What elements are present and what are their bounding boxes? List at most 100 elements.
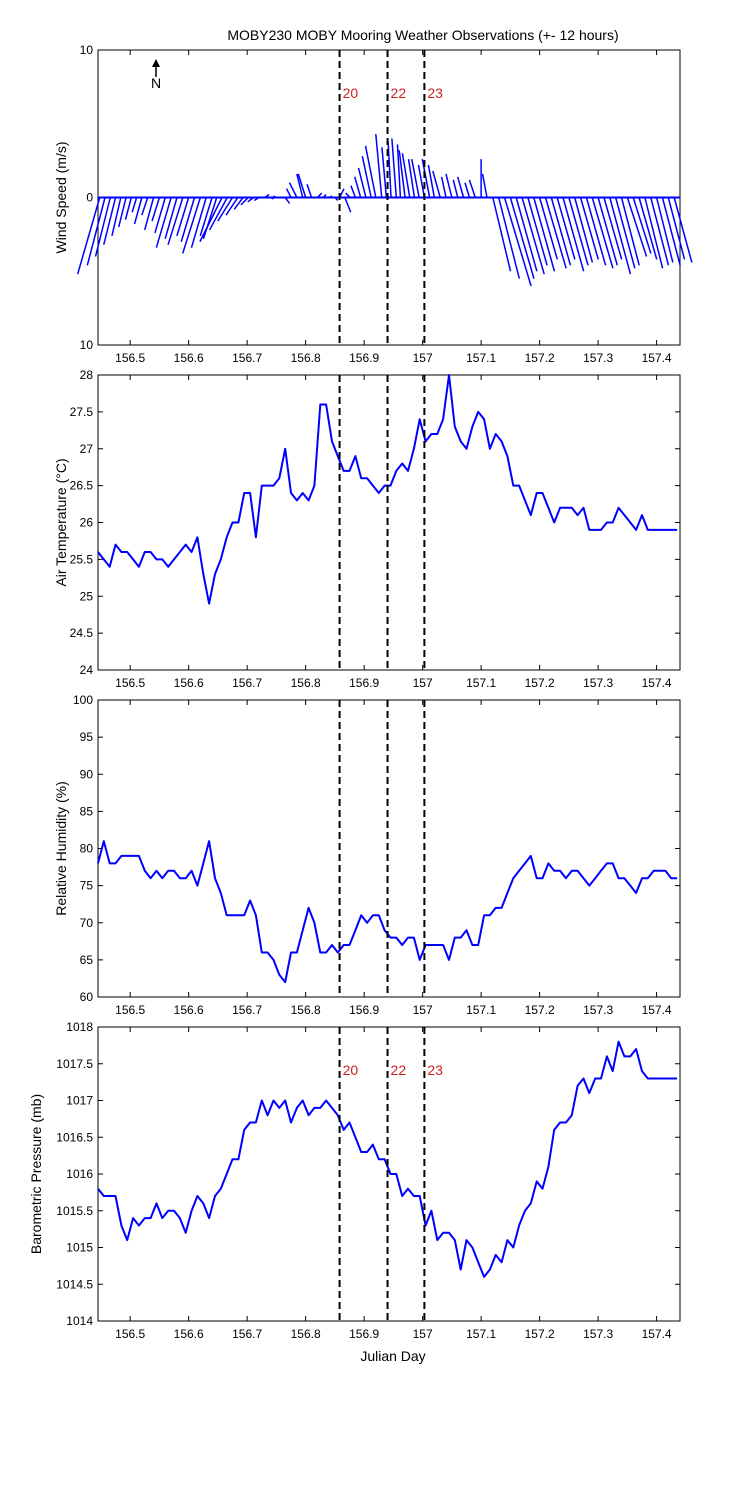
barometric-pressure-ytick-label: 1016 [66,1167,93,1181]
wind-stick [591,197,614,269]
wind-stick [401,153,411,198]
barometric-pressure-panel: 156.5 156.6 156.7 156.8 156.9 157 157.1 157.2 15… [28,1020,681,1341]
wind-stick [396,144,402,198]
wind-stick [603,197,623,260]
wind-stick [124,197,133,220]
wind-stick [481,173,488,198]
wind-stick [288,182,298,198]
relative-humidity-ytick-label: 70 [80,916,94,930]
relative-humidity-xtick-label: 156.6 [174,1003,204,1017]
air-temperature-ytick-label: 28 [80,368,94,382]
wind-stick [361,156,372,198]
wind-stick [503,197,532,287]
wind-stick [585,197,607,266]
wind-stick [509,197,535,279]
wind-stick [354,176,362,198]
wind-speed-xtick-label: 156.6 [174,351,204,365]
barometric-pressure-ytick-label: 1014.5 [56,1277,93,1291]
barometric-pressure-marker-label: 22 [391,1062,407,1078]
wind-stick [285,188,292,198]
wind-stick [375,134,383,198]
wind-stick [154,197,166,234]
relative-humidity-ytick-label: 75 [80,879,94,893]
barometric-pressure-xtick-label: 157.1 [466,1327,496,1341]
wind-stick [357,167,367,198]
barometric-pressure-xtick-label: 156.5 [115,1327,145,1341]
figure-title: MOBY230 MOBY Mooring Weather Observation… [227,27,618,43]
air-temperature-xtick-label: 157.3 [583,676,613,690]
wind-stick [164,197,178,240]
wind-stick [233,197,244,210]
air-temperature-ytick-label: 25.5 [70,552,94,566]
relative-humidity-xtick-label: 157.3 [583,1003,613,1017]
wind-stick [609,197,632,275]
relative-humidity-ytick-label: 65 [80,953,94,967]
wind-stick [217,197,234,222]
wind-stick [199,197,223,243]
wind-stick [225,197,239,216]
wind-speed-marker-label: 20 [343,85,359,101]
barometric-pressure-marker-label: 20 [343,1062,359,1078]
wind-stick [597,197,619,266]
wind-speed-xtick-label: 157 [413,351,433,365]
wind-stick [626,197,648,257]
wind-stick [655,197,674,263]
wind-stick [345,192,351,199]
wind-stick [322,194,327,199]
wind-stick [387,141,392,198]
wind-stick [527,197,548,266]
wind-stick [141,197,149,216]
wind-stick [638,197,658,260]
wind-stick [644,197,664,269]
wind-stick [284,197,291,204]
wind-stick [328,195,333,199]
wind-stick [556,197,576,260]
barometric-pressure-xtick-label: 156.7 [232,1327,262,1341]
wind-stick [247,196,255,203]
wind-stick [350,185,357,198]
wind-stick [445,173,453,198]
relative-humidity-y-axis-label: Relative Humidity (%) [53,781,69,916]
wind-stick [344,197,352,213]
wind-speed-marker-label: 23 [427,85,443,101]
wind-stick [167,197,184,245]
barometric-pressure-series-line [97,1040,678,1278]
north-arrow-label: N [151,75,161,91]
air-temperature-xtick-label: 156.9 [349,676,379,690]
barometric-pressure-xtick-label: 156.6 [174,1327,204,1341]
air-temperature-panel: 156.5 156.6 156.7 156.8 156.9 157 157.1 157.2 15… [53,368,681,690]
air-temperature-xtick-label: 156.7 [232,676,262,690]
wind-stick [131,197,138,213]
wind-speed-xtick-label: 156.9 [349,351,379,365]
barometric-pressure-ytick-label: 1016.5 [56,1130,93,1144]
wind-stick [202,197,218,240]
wind-stick [673,197,693,263]
wind-stick [143,197,155,231]
air-temperature-xtick-label: 157.2 [525,676,555,690]
wind-stick [111,197,122,237]
wind-speed-xtick-label: 157.4 [642,351,672,365]
wind-speed-ytick-label: 10 [80,43,94,57]
wind-stick [614,197,636,269]
relative-humidity-ytick-label: 90 [80,767,94,781]
wind-stick [497,197,521,279]
north-arrow-icon: N [151,59,161,91]
relative-humidity-ytick-label: 95 [80,730,94,744]
wind-stick [650,197,670,266]
barometric-pressure-ytick-label: 1015.5 [56,1204,93,1218]
wind-stick [464,182,471,198]
wind-stick [103,197,117,245]
wind-stick [521,197,545,275]
relative-humidity-xtick-label: 156.8 [291,1003,321,1017]
wind-stick [199,197,213,237]
barometric-pressure-ytick-label: 1015 [66,1241,93,1255]
air-temperature-xtick-label: 157.4 [642,676,672,690]
wind-stick [550,197,572,266]
relative-humidity-xtick-label: 157 [413,1003,433,1017]
wind-stick [364,145,377,198]
wind-stick [297,173,307,198]
wind-speed-xtick-label: 156.5 [115,351,145,365]
relative-humidity-panel: 156.5 156.6 156.7 156.8 156.9 157 157.1 157.2 15… [53,693,681,1017]
wind-stick [573,197,594,263]
wind-speed-xtick-label: 156.8 [291,351,321,365]
